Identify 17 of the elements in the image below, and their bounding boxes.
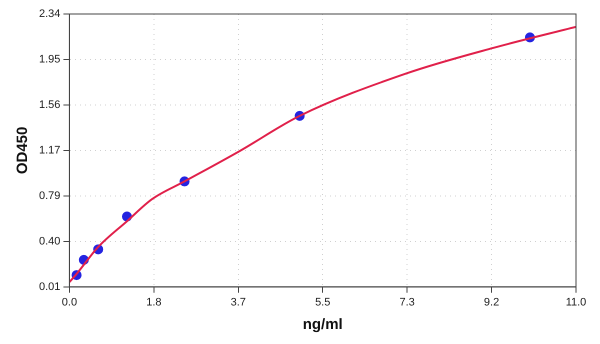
- y-tick-label: 0.79: [38, 190, 60, 202]
- line-series: [69, 26, 576, 284]
- y-axis-title: OD450: [14, 126, 32, 174]
- y-tick-label: 0.40: [38, 235, 60, 248]
- x-tick-label: 11.0: [566, 296, 586, 308]
- y-tick-label: 2.34: [38, 8, 60, 20]
- x-tick-label: 5.5: [315, 296, 330, 308]
- x-tick-label: 1.8: [146, 296, 162, 308]
- y-tick-label: 1.17: [38, 144, 60, 156]
- x-tick-label: 0.0: [62, 296, 78, 308]
- x-tick-label: 3.7: [230, 296, 246, 308]
- y-tick-label: 1.56: [38, 98, 60, 111]
- x-tick-label: 7.3: [399, 296, 415, 308]
- y-tick-label: 1.95: [38, 53, 60, 66]
- y-tick-label: 0.01: [38, 280, 60, 293]
- x-axis-title: ng/ml: [302, 316, 343, 334]
- x-tick-label: 9.2: [484, 296, 500, 308]
